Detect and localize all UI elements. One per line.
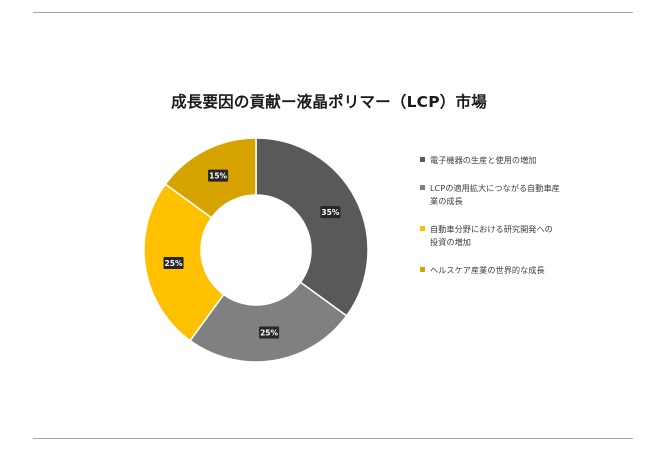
bottom-divider xyxy=(33,438,633,439)
top-divider xyxy=(33,12,633,13)
donut-labels: 35% 25% 25% 15% xyxy=(163,169,341,339)
legend-item-4: ヘルスケア産業の世界的な成長 xyxy=(420,264,560,277)
legend-swatch xyxy=(420,267,425,272)
legend-label: ヘルスケア産業の世界的な成長 xyxy=(430,265,545,275)
svg-text:25%: 25% xyxy=(165,259,183,268)
svg-text:35%: 35% xyxy=(321,208,339,217)
legend-swatch xyxy=(420,226,425,231)
legend-label: LCPの適用拡大につながる自動車産業の成長 xyxy=(430,183,560,206)
donut-slice-2 xyxy=(189,281,348,363)
data-label-4: 15% xyxy=(208,169,229,182)
legend-item-1: 電子機器の生産と使用の増加 xyxy=(420,154,560,167)
data-label-2: 25% xyxy=(259,326,280,339)
donut-slice-3 xyxy=(143,183,225,342)
legend-swatch xyxy=(420,185,425,190)
chart-legend: 電子機器の生産と使用の増加 LCPの適用拡大につながる自動車産業の成長 自動車分野に… xyxy=(420,154,560,292)
donut-slices xyxy=(143,137,369,363)
data-label-1: 35% xyxy=(320,206,341,219)
legend-item-2: LCPの適用拡大につながる自動車産業の成長 xyxy=(420,182,560,208)
legend-item-3: 自動車分野における研究開発への投資の増加 xyxy=(420,223,560,249)
donut-slice-1 xyxy=(255,137,369,317)
legend-label: 電子機器の生産と使用の増加 xyxy=(430,155,537,165)
svg-text:25%: 25% xyxy=(260,328,278,337)
svg-text:15%: 15% xyxy=(209,172,227,181)
legend-label: 自動車分野における研究開発への投資の増加 xyxy=(430,224,553,247)
data-label-3: 25% xyxy=(163,257,184,270)
chart-title: 成長要因の貢献ー液晶ポリマー（LCP）市場 xyxy=(171,93,487,111)
legend-swatch xyxy=(420,157,425,162)
